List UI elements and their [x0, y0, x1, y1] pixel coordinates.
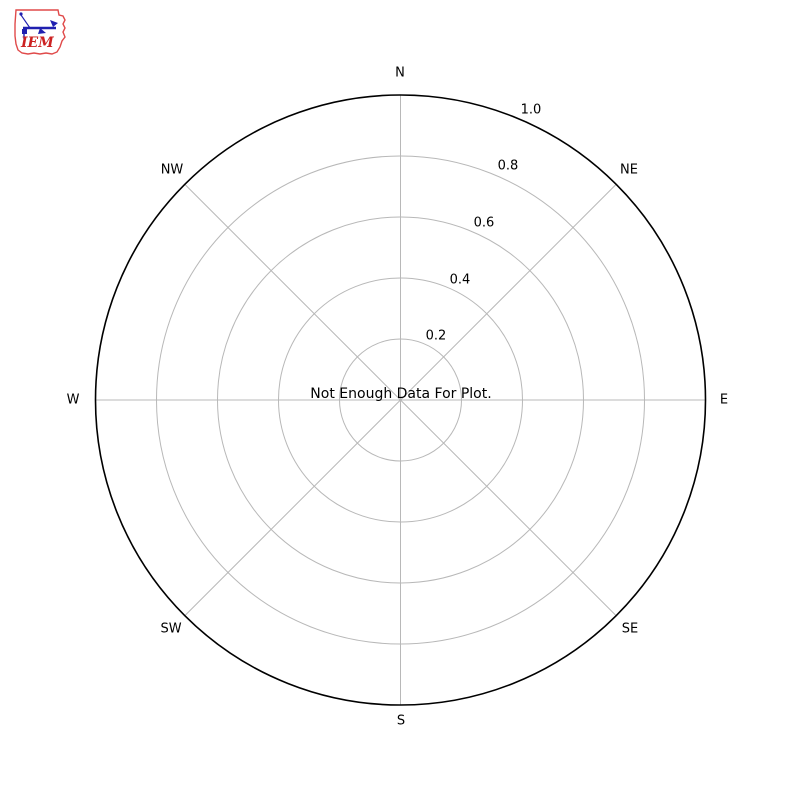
radial-tick-1-0: 1.0 [520, 102, 542, 118]
angular-tick-nw: NW [160, 162, 184, 178]
outer-ring [94, 94, 707, 706]
polar-grid [94, 94, 707, 706]
radial-tick-0-4: 0.4 [449, 272, 471, 288]
radial-tick-0-6: 0.6 [473, 215, 495, 231]
angular-tick-sw: SW [160, 621, 182, 637]
angular-tick-s: S [396, 713, 406, 729]
angular-tick-se: SE [621, 621, 639, 637]
radial-tick-0-8: 0.8 [497, 158, 519, 174]
iowa-outline-shape [14, 9, 66, 55]
angular-tick-w: W [66, 392, 80, 408]
angular-tick-e: E [719, 392, 729, 408]
grid-circle-0-4 [278, 277, 523, 523]
iem-logo[interactable]: IEM [10, 6, 72, 58]
grid-circle-0-6 [217, 216, 584, 584]
angular-tick-ne: NE [620, 162, 638, 178]
grid-circle-0-8 [156, 155, 645, 645]
radial-tick-0-2: 0.2 [425, 328, 447, 344]
spoke-ne-sw [184, 184, 617, 616]
iem-logo-icon: IEM [14, 9, 66, 55]
grid-circle-0-2 [339, 338, 462, 462]
iem-logo-text: IEM [20, 35, 54, 51]
weather-station-icon [19, 12, 58, 39]
angular-tick-n: N [395, 65, 405, 81]
no-data-message: Not Enough Data For Plot. [310, 386, 492, 402]
